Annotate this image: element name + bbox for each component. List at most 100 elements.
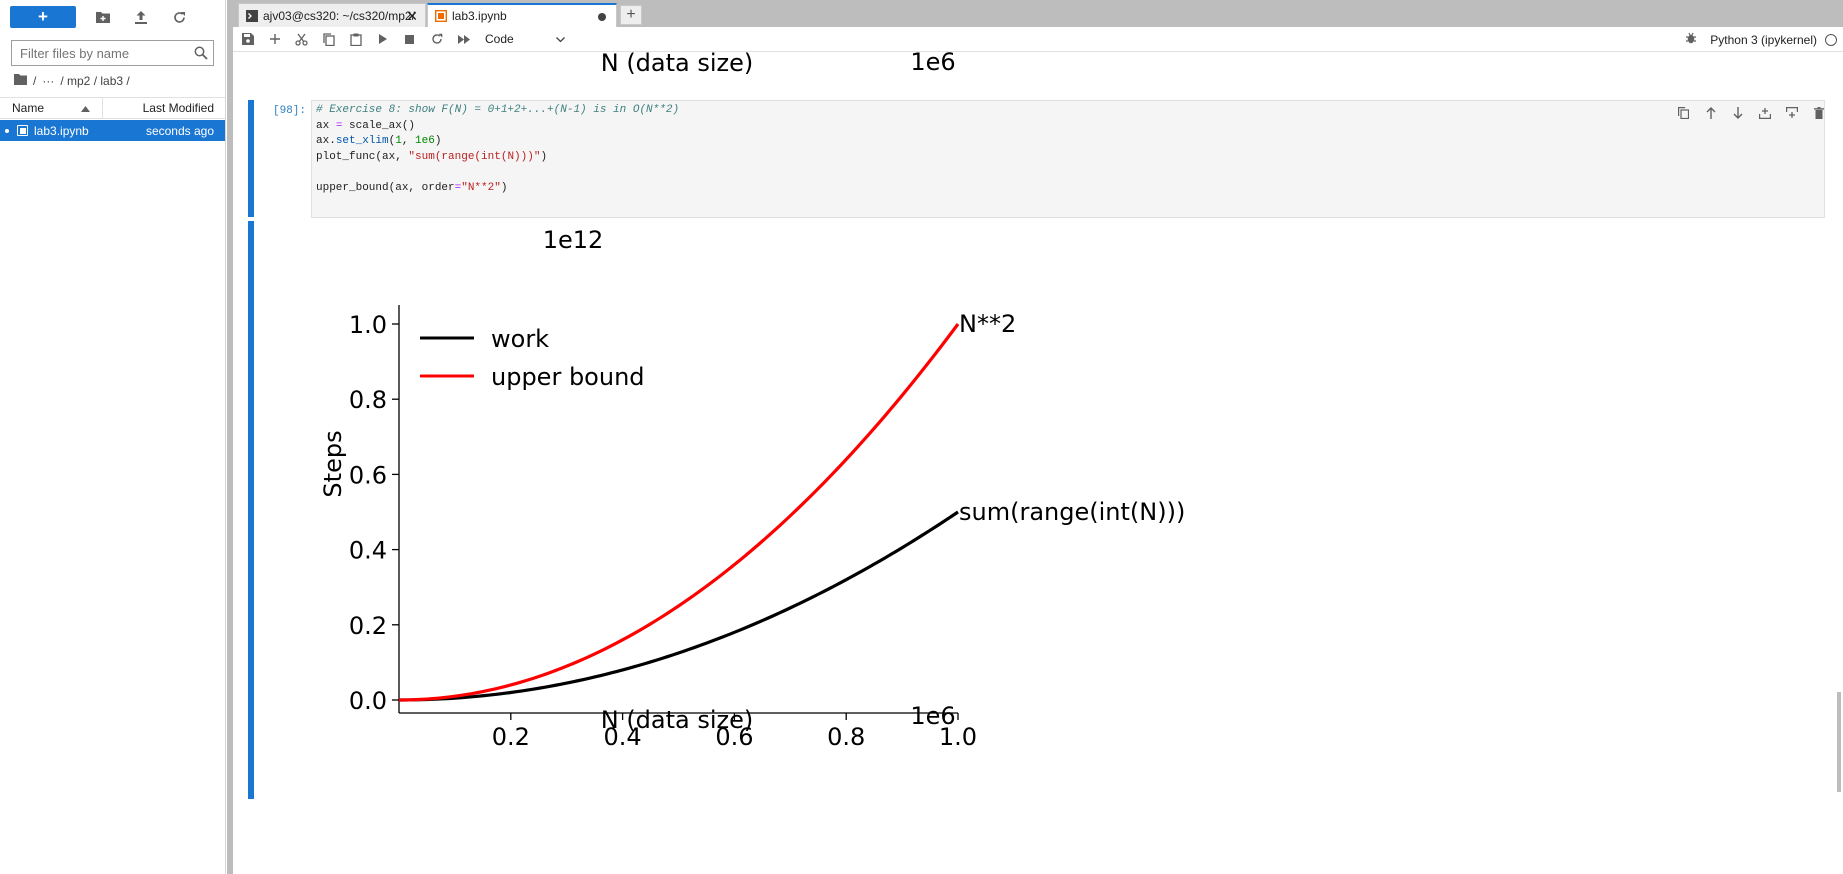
output-collapser[interactable]: [248, 221, 254, 799]
chart-plot: 1e12 1e6 N (data size) Steps 0.00.20.40.…: [319, 226, 1185, 751]
save-icon[interactable]: [234, 27, 261, 51]
move-up-icon[interactable]: [1697, 104, 1724, 122]
x-tick-label: 0.8: [827, 723, 865, 751]
file-list-header: Name Last Modified: [0, 97, 225, 119]
file-browser: + / ··· / mp2 / lab3 /: [0, 0, 226, 874]
code-token: (: [388, 135, 396, 147]
y-tick-label: 0.8: [349, 386, 387, 414]
y-tick-label: 0.0: [349, 687, 387, 715]
kernel-status-icon: [1825, 33, 1837, 46]
tab-lab3-notebook[interactable]: lab3.ipynb: [427, 3, 617, 27]
stop-icon[interactable]: [396, 27, 423, 51]
x-ticks: 0.2 0.4 0.6 0.8 1.0: [492, 713, 977, 751]
upload-icon[interactable]: [130, 6, 152, 28]
code-token: plot_func(ax,: [316, 150, 409, 163]
filter-files-input[interactable]: [20, 45, 190, 61]
code-method: set_xlim: [335, 135, 389, 147]
filter-files-field[interactable]: [11, 40, 214, 66]
cell-type-dropdown[interactable]: Code: [485, 32, 565, 46]
code-token: ax.: [316, 135, 336, 147]
new-launcher-button[interactable]: +: [10, 6, 76, 28]
code-string: "sum(range(int(N)))": [408, 150, 541, 163]
chevron-down-icon: [556, 32, 565, 46]
series-lines: [398, 323, 960, 702]
new-tab-button[interactable]: +: [620, 5, 642, 25]
tab-terminal[interactable]: ajv03@cs320: ~/cs320/mp2/ ✕: [238, 3, 426, 27]
end-label-n-squared: N**2: [959, 310, 1016, 338]
code-comment: # Exercise 8: show F(N) = 0+1+2+...+(N-1…: [316, 104, 680, 116]
x-tick-label: 1.0: [939, 723, 977, 751]
input-collapser[interactable]: [248, 100, 254, 217]
x-tick-label: 0.2: [492, 723, 530, 751]
sort-ascending-icon: [81, 101, 90, 115]
cell-toolbar: [1670, 104, 1832, 122]
move-down-icon[interactable]: [1724, 104, 1751, 122]
breadcrumb-path[interactable]: / mp2 / lab3 /: [60, 74, 130, 88]
duplicate-cell-icon[interactable]: [1670, 104, 1697, 122]
insert-cell-icon[interactable]: [261, 27, 288, 51]
x-tick-label: 0.6: [715, 723, 753, 751]
name-column-header[interactable]: Name: [0, 98, 103, 118]
code-token: ax: [316, 119, 336, 132]
close-icon[interactable]: ✕: [406, 8, 418, 24]
insert-below-icon[interactable]: [1778, 104, 1805, 122]
series-line-upper-bound: [398, 323, 960, 702]
folder-icon[interactable]: [14, 74, 27, 88]
debugger-bug-icon[interactable]: [1686, 32, 1697, 47]
sidebar-splitter[interactable]: [227, 0, 233, 874]
tab-label: ajv03@cs320: ~/cs320/mp2/: [263, 8, 415, 23]
previous-plot-xlabel: N (data size): [601, 52, 754, 77]
scrollbar-thumb[interactable]: [1837, 692, 1841, 792]
chart: 1e12 1e6 N (data size) Steps 0.00.20.40.…: [319, 226, 1185, 751]
y-offset-label: 1e12: [543, 226, 604, 254]
name-column-label: Name: [12, 101, 45, 115]
running-indicator-icon: [5, 128, 9, 133]
code-token: scale_ax(): [342, 119, 416, 132]
code-token: upper_bound(ax, order: [316, 181, 455, 194]
code-editor[interactable]: # Exercise 8: show F(N) = 0+1+2+...+(N-1…: [311, 100, 1825, 218]
y-tick-label: 0.6: [349, 461, 387, 489]
notebook-panel: N (data size) 1e6 [98]: # Exercise 8: sh…: [233, 52, 1843, 874]
tab-bar: ajv03@cs320: ~/cs320/mp2/ ✕ lab3.ipynb +: [233, 0, 1843, 27]
previous-plot-offset: 1e6: [910, 52, 955, 76]
kernel-indicator[interactable]: Python 3 (ipykernel): [1686, 32, 1837, 47]
notebook-scrollbar[interactable]: [1835, 52, 1843, 874]
code-number: 1: [395, 135, 402, 147]
y-tick-label: 0.2: [349, 612, 387, 640]
notebook-icon: [17, 125, 28, 136]
notebook-icon: [434, 9, 448, 23]
kernel-name[interactable]: Python 3 (ipykernel): [1710, 32, 1817, 47]
paste-icon[interactable]: [342, 27, 369, 51]
last-modified-column-header[interactable]: Last Modified: [142, 101, 214, 115]
end-label-sum-range: sum(range(int(N))): [959, 498, 1185, 526]
x-tick-label: 0.4: [604, 723, 642, 751]
search-icon: [194, 46, 208, 63]
y-tick-label: 0.4: [349, 537, 387, 565]
cell-type-value: Code: [485, 32, 514, 46]
code-string: "N**2": [461, 181, 501, 194]
breadcrumb-ellipsis[interactable]: ···: [42, 74, 55, 88]
tab-label: lab3.ipynb: [452, 9, 507, 23]
delete-cell-icon[interactable]: [1805, 104, 1832, 122]
new-folder-icon[interactable]: [92, 6, 114, 28]
legend-label-work: work: [491, 325, 549, 353]
insert-above-icon[interactable]: [1751, 104, 1778, 122]
breadcrumb-separator: /: [33, 74, 37, 88]
unsaved-changes-icon[interactable]: [598, 13, 606, 21]
cut-icon[interactable]: [288, 27, 315, 51]
run-icon[interactable]: [369, 27, 396, 51]
code-token: ): [540, 150, 548, 163]
y-ticks: 0.0 0.2 0.4 0.6 0.8 1.0: [349, 311, 399, 715]
x-offset-label: 1e6: [910, 702, 955, 730]
code-token: ): [434, 135, 442, 147]
notebook-toolbar: Code Python 3 (ipykernel): [233, 27, 1843, 52]
fast-forward-icon[interactable]: [450, 27, 477, 51]
refresh-icon[interactable]: [168, 6, 190, 28]
file-name: lab3.ipynb: [34, 123, 89, 138]
y-axis-label: Steps: [319, 430, 347, 497]
file-item[interactable]: lab3.ipynb seconds ago: [0, 120, 225, 141]
copy-icon[interactable]: [315, 27, 342, 51]
restart-kernel-icon[interactable]: [423, 27, 450, 51]
legend-label-upper-bound: upper bound: [491, 363, 645, 391]
